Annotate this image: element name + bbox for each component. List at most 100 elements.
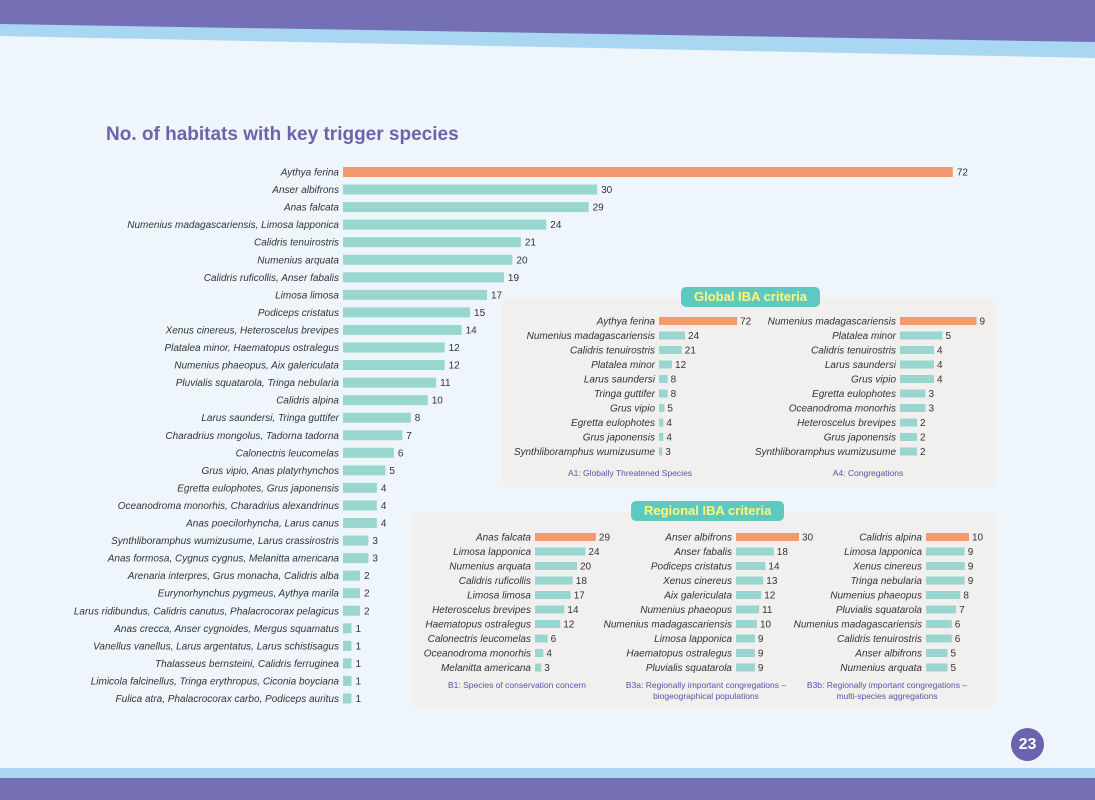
criteria-value-label: 12 — [563, 620, 575, 631]
criteria-value-label: 9 — [968, 562, 974, 573]
main-category-label: Numenius madagascariensis, Limosa lappon… — [127, 220, 339, 231]
footer-band — [0, 778, 1095, 800]
criteria-value-label: 24 — [688, 331, 700, 342]
main-value-label: 2 — [364, 606, 370, 617]
footer-band-light — [0, 768, 1095, 778]
criteria-bar — [736, 663, 755, 672]
main-value-label: 1 — [355, 624, 361, 635]
main-value-label: 4 — [381, 483, 387, 494]
main-bar — [343, 465, 386, 476]
main-category-label: Grus vipio, Anas platyrhynchos — [202, 466, 339, 477]
main-bar — [343, 324, 462, 335]
criteria-bar — [926, 634, 952, 643]
criteria-category-label: Grus vipio — [851, 375, 896, 386]
criteria-bar — [659, 360, 673, 369]
criteria-value-label: 2 — [920, 418, 926, 429]
page-title: No. of habitats with key trigger species — [106, 124, 459, 145]
criteria-category-label: Synthliboramphus wumizusume — [514, 447, 656, 458]
criteria-bar — [736, 591, 762, 599]
main-bar — [343, 272, 504, 283]
criteria-value-label: 8 — [963, 591, 969, 602]
main-bar — [343, 447, 394, 458]
criteria-value-label: 9 — [758, 649, 764, 660]
criteria-category-label: Grus vipio — [610, 404, 655, 415]
criteria-value-label: 3 — [929, 389, 935, 400]
main-bar — [343, 412, 411, 423]
criteria-category-label: Synthliboramphus wumizusume — [755, 447, 897, 458]
criteria-category-label: Grus japonensis — [824, 433, 896, 444]
main-category-label: Limosa limosa — [275, 290, 339, 301]
criteria-bar — [659, 433, 664, 441]
criteria-category-label: Tringa nebularia — [850, 576, 922, 587]
criteria-category-label: Anser albifrons — [854, 649, 922, 660]
main-bar — [343, 342, 445, 353]
criteria-value-label: 18 — [576, 576, 588, 587]
criteria-value-label: 9 — [980, 317, 986, 328]
main-category-label: Synthliboramphus wumizusume, Larus crass… — [111, 536, 339, 547]
criteria-value-label: 6 — [551, 634, 557, 645]
main-value-label: 2 — [364, 571, 370, 582]
main-bar — [343, 693, 352, 704]
main-value-label: 1 — [355, 694, 361, 705]
criteria-bar — [926, 663, 948, 672]
criteria-value-label: 6 — [955, 620, 961, 631]
main-category-label: Limicola falcinellus, Tringa erythropus,… — [91, 676, 340, 687]
main-value-label: 1 — [355, 676, 361, 687]
main-bar — [343, 289, 487, 300]
criteria-value-label: 12 — [675, 360, 687, 371]
criteria-bar — [659, 375, 668, 383]
criteria-value-label: 8 — [671, 375, 677, 386]
criteria-category-label: Calidris tenuirostris — [570, 346, 655, 357]
criteria-value-label: 3 — [665, 447, 671, 458]
main-bar — [343, 237, 521, 248]
criteria-bar — [535, 562, 577, 570]
criteria-category-label: Numenius phaeopus — [640, 605, 732, 616]
criteria-value-label: 10 — [760, 620, 772, 631]
global-criteria-badge: Global IBA criteria — [681, 287, 820, 307]
criteria-caption: multi-species aggregations — [836, 691, 937, 701]
criteria-caption: B3a: Regionally important congregations … — [626, 680, 786, 690]
main-value-label: 12 — [449, 361, 461, 372]
criteria-bar — [900, 418, 917, 427]
criteria-value-label: 3 — [544, 663, 550, 674]
criteria-category-label: Numenius madagascariensis — [604, 620, 732, 631]
criteria-category-label: Larus saundersi — [825, 360, 897, 371]
criteria-category-label: Platalea minor — [832, 331, 897, 342]
criteria-value-label: 29 — [599, 533, 611, 544]
main-category-label: Larus ridibundus, Calidris canutus, Phal… — [74, 606, 339, 617]
criteria-bar — [900, 447, 917, 456]
main-category-label: Anas formosa, Cygnus cygnus, Melanitta a… — [107, 554, 340, 565]
main-bar — [343, 360, 445, 371]
criteria-value-label: 4 — [546, 649, 552, 660]
criteria-value-label: 14 — [768, 562, 780, 573]
main-category-label: Numenius phaeopus, Aix galericulata — [174, 361, 339, 372]
criteria-value-label: 18 — [777, 547, 789, 558]
main-value-label: 20 — [516, 255, 528, 266]
criteria-value-label: 5 — [951, 649, 957, 660]
criteria-value-label: 7 — [959, 605, 965, 616]
criteria-category-label: Heteroscelus brevipes — [797, 418, 896, 429]
criteria-category-label: Aix galericulata — [663, 591, 732, 602]
criteria-value-label: 4 — [937, 375, 943, 386]
criteria-value-label: 4 — [666, 433, 672, 444]
criteria-bar — [736, 649, 755, 657]
criteria-bar — [736, 605, 760, 614]
criteria-category-label: Podiceps cristatus — [651, 562, 732, 573]
criteria-value-label: 3 — [929, 404, 935, 415]
main-category-label: Calidris tenuirostris — [254, 238, 339, 249]
main-category-label: Vanellus vanellus, Larus argentatus, Lar… — [93, 641, 339, 652]
main-category-label: Oceanodroma monorhis, Charadrius alexand… — [118, 501, 339, 512]
main-bar — [343, 167, 953, 177]
main-category-label: Anas poecilorhyncha, Larus canus — [185, 519, 339, 530]
criteria-bar — [659, 346, 682, 354]
criteria-bar — [900, 389, 926, 398]
main-value-label: 30 — [601, 185, 613, 196]
main-bar — [343, 535, 369, 546]
criteria-caption: B1: Species of conservation concern — [448, 680, 586, 690]
main-bar — [343, 395, 428, 406]
main-category-label: Thalasseus bernsteini, Calidris ferrugin… — [155, 659, 339, 670]
criteria-bar — [535, 576, 573, 585]
criteria-category-label: Egretta eulophotes — [571, 418, 655, 429]
criteria-bar — [535, 591, 571, 599]
